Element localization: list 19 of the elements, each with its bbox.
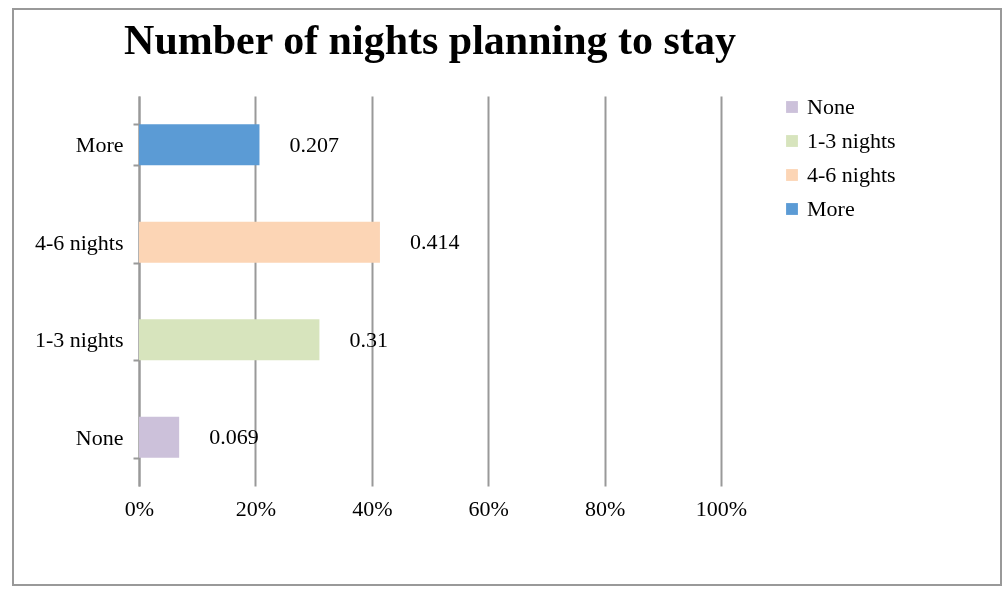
legend-label: 1-3 nights: [807, 128, 896, 153]
data-label: 0.207: [289, 131, 339, 157]
y-tick-label: None: [75, 424, 124, 450]
x-tick-label: 100%: [695, 495, 748, 521]
y-tick-label: More: [75, 132, 124, 158]
data-label: 0.31: [349, 326, 388, 352]
legend-label: None: [807, 94, 855, 119]
x-tick-label: 20%: [235, 495, 277, 521]
y-tick-label: 4-6 nights: [34, 229, 124, 255]
x-tick-label: 40%: [352, 495, 393, 521]
x-tick-label: 60%: [468, 495, 509, 521]
x-tick-label: 80%: [584, 495, 626, 521]
chart-title: Number of nights planning to stay: [124, 17, 736, 63]
y-tick-label: 1-3 nights: [34, 327, 124, 353]
legend-label: 4-6 nights: [807, 162, 896, 187]
x-tick-label: 0%: [124, 495, 155, 521]
data-label: 0.414: [409, 229, 460, 255]
data-label: 0.069: [209, 424, 259, 450]
legend-label: More: [807, 196, 855, 221]
